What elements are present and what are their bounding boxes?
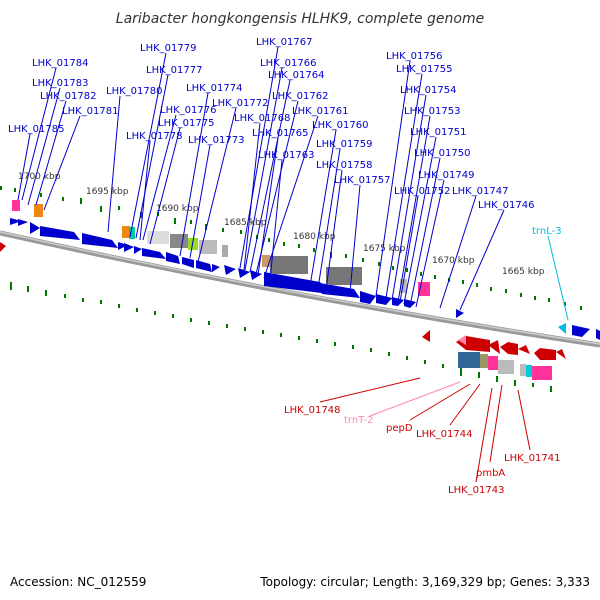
topology-text: Topology: circular; Length: 3,169,329 bp… bbox=[259, 575, 590, 589]
kbp-tick: 1670 kbp bbox=[432, 256, 475, 266]
gc-content-track bbox=[0, 186, 582, 392]
reverse-labels: LHK_01748 trnT-2 pepD LHK_01744 pmbA LHK… bbox=[284, 377, 560, 496]
kbp-tick: 1665 kbp bbox=[502, 267, 545, 277]
kbp-tick: 1680 kbp bbox=[293, 232, 336, 242]
gene-label[interactable]: LHK_01776 bbox=[160, 105, 216, 116]
gene-label[interactable]: LHK_01753 bbox=[404, 106, 460, 117]
kbp-tick: 1695 kbp bbox=[86, 187, 129, 197]
gene-label[interactable]: LHK_01761 bbox=[292, 106, 348, 117]
gene-label[interactable]: LHK_01743 bbox=[448, 485, 504, 496]
gene-label[interactable]: LHK_01748 bbox=[284, 405, 340, 416]
gene-label[interactable]: LHK_01758 bbox=[316, 160, 372, 171]
gene-label[interactable]: LHK_01751 bbox=[410, 127, 466, 138]
gene-label[interactable]: LHK_01772 bbox=[212, 98, 268, 109]
gene-label[interactable]: LHK_01752 bbox=[394, 186, 450, 197]
trna-leader-line bbox=[547, 235, 569, 321]
gene-label[interactable]: LHK_01754 bbox=[400, 85, 456, 96]
feature-boxes-forward bbox=[12, 200, 430, 296]
gene-label[interactable]: LHK_01780 bbox=[106, 86, 162, 97]
kbp-tick: 1685 kbp bbox=[224, 218, 267, 228]
gene-label[interactable]: pepD bbox=[386, 423, 413, 434]
forward-labels: LHK_01784 LHK_01783 LHK_01782 LHK_01781 … bbox=[8, 37, 569, 321]
gene-label[interactable]: LHK_01777 bbox=[146, 65, 202, 76]
trna-label[interactable]: trnL-3 bbox=[532, 226, 562, 237]
gene-label[interactable]: LHK_01741 bbox=[504, 453, 560, 464]
gene-label[interactable]: LHK_01749 bbox=[418, 170, 474, 181]
gene-label[interactable]: LHK_01763 bbox=[258, 150, 314, 161]
gene-label[interactable]: LHK_01750 bbox=[414, 148, 470, 159]
gene-label[interactable]: LHK_01764 bbox=[268, 70, 324, 81]
map-title: Laribacter hongkongensis HLHK9, complete… bbox=[116, 11, 484, 27]
kbp-tick: 1700 kbp bbox=[18, 172, 61, 182]
genome-backbone bbox=[0, 230, 600, 348]
gene-label[interactable]: LHK_01744 bbox=[416, 429, 472, 440]
gene-label[interactable]: LHK_01768 bbox=[234, 113, 290, 124]
feature-boxes-reverse bbox=[458, 352, 552, 380]
gene-label[interactable]: pmbA bbox=[476, 468, 505, 479]
accession-text: Accession: NC_012559 bbox=[10, 575, 146, 589]
forward-gene-mark bbox=[572, 325, 590, 337]
kbp-scale: 1700 kbp 1695 kbp 1690 kbp 1685 kbp 1680… bbox=[18, 172, 545, 277]
trna-leader-line bbox=[369, 381, 461, 417]
gene-label[interactable]: LHK_01773 bbox=[188, 135, 244, 146]
gene-label[interactable]: LHK_01766 bbox=[260, 58, 316, 69]
gene-label[interactable]: LHK_01767 bbox=[256, 37, 312, 48]
reverse-strand-track bbox=[0, 242, 566, 360]
gene-label[interactable]: LHK_01762 bbox=[272, 91, 328, 102]
gene-label[interactable]: LHK_01757 bbox=[334, 175, 390, 186]
gene-label[interactable]: LHK_01747 bbox=[452, 186, 508, 197]
gene-label[interactable]: LHK_01775 bbox=[158, 118, 214, 129]
trna-forward-mark bbox=[558, 323, 566, 334]
gene-label[interactable]: LHK_01774 bbox=[186, 83, 242, 94]
gene-label[interactable]: LHK_01760 bbox=[312, 120, 368, 131]
gene-label[interactable]: LHK_01783 bbox=[32, 78, 88, 89]
gene-label[interactable]: LHK_01779 bbox=[140, 43, 196, 54]
gene-label[interactable]: LHK_01759 bbox=[316, 139, 372, 150]
trna-label[interactable]: trnT-2 bbox=[344, 415, 373, 426]
gene-label[interactable]: LHK_01756 bbox=[386, 51, 442, 62]
gene-label[interactable]: LHK_01785 bbox=[8, 124, 64, 135]
gene-label[interactable]: LHK_01755 bbox=[396, 64, 452, 75]
gene-label[interactable]: LHK_01746 bbox=[478, 200, 534, 211]
gene-label[interactable]: LHK_01781 bbox=[62, 106, 118, 117]
genome-backbone-highlight bbox=[0, 231, 600, 345]
gene-label[interactable]: LHK_01784 bbox=[32, 58, 88, 69]
gene-label[interactable]: LHK_01782 bbox=[40, 91, 96, 102]
kbp-tick: 1675 kbp bbox=[363, 244, 406, 254]
gene-label[interactable]: LHK_01765 bbox=[252, 128, 308, 139]
gene-label[interactable]: LHK_01778 bbox=[126, 131, 182, 142]
kbp-tick: 1690 kbp bbox=[156, 204, 199, 214]
